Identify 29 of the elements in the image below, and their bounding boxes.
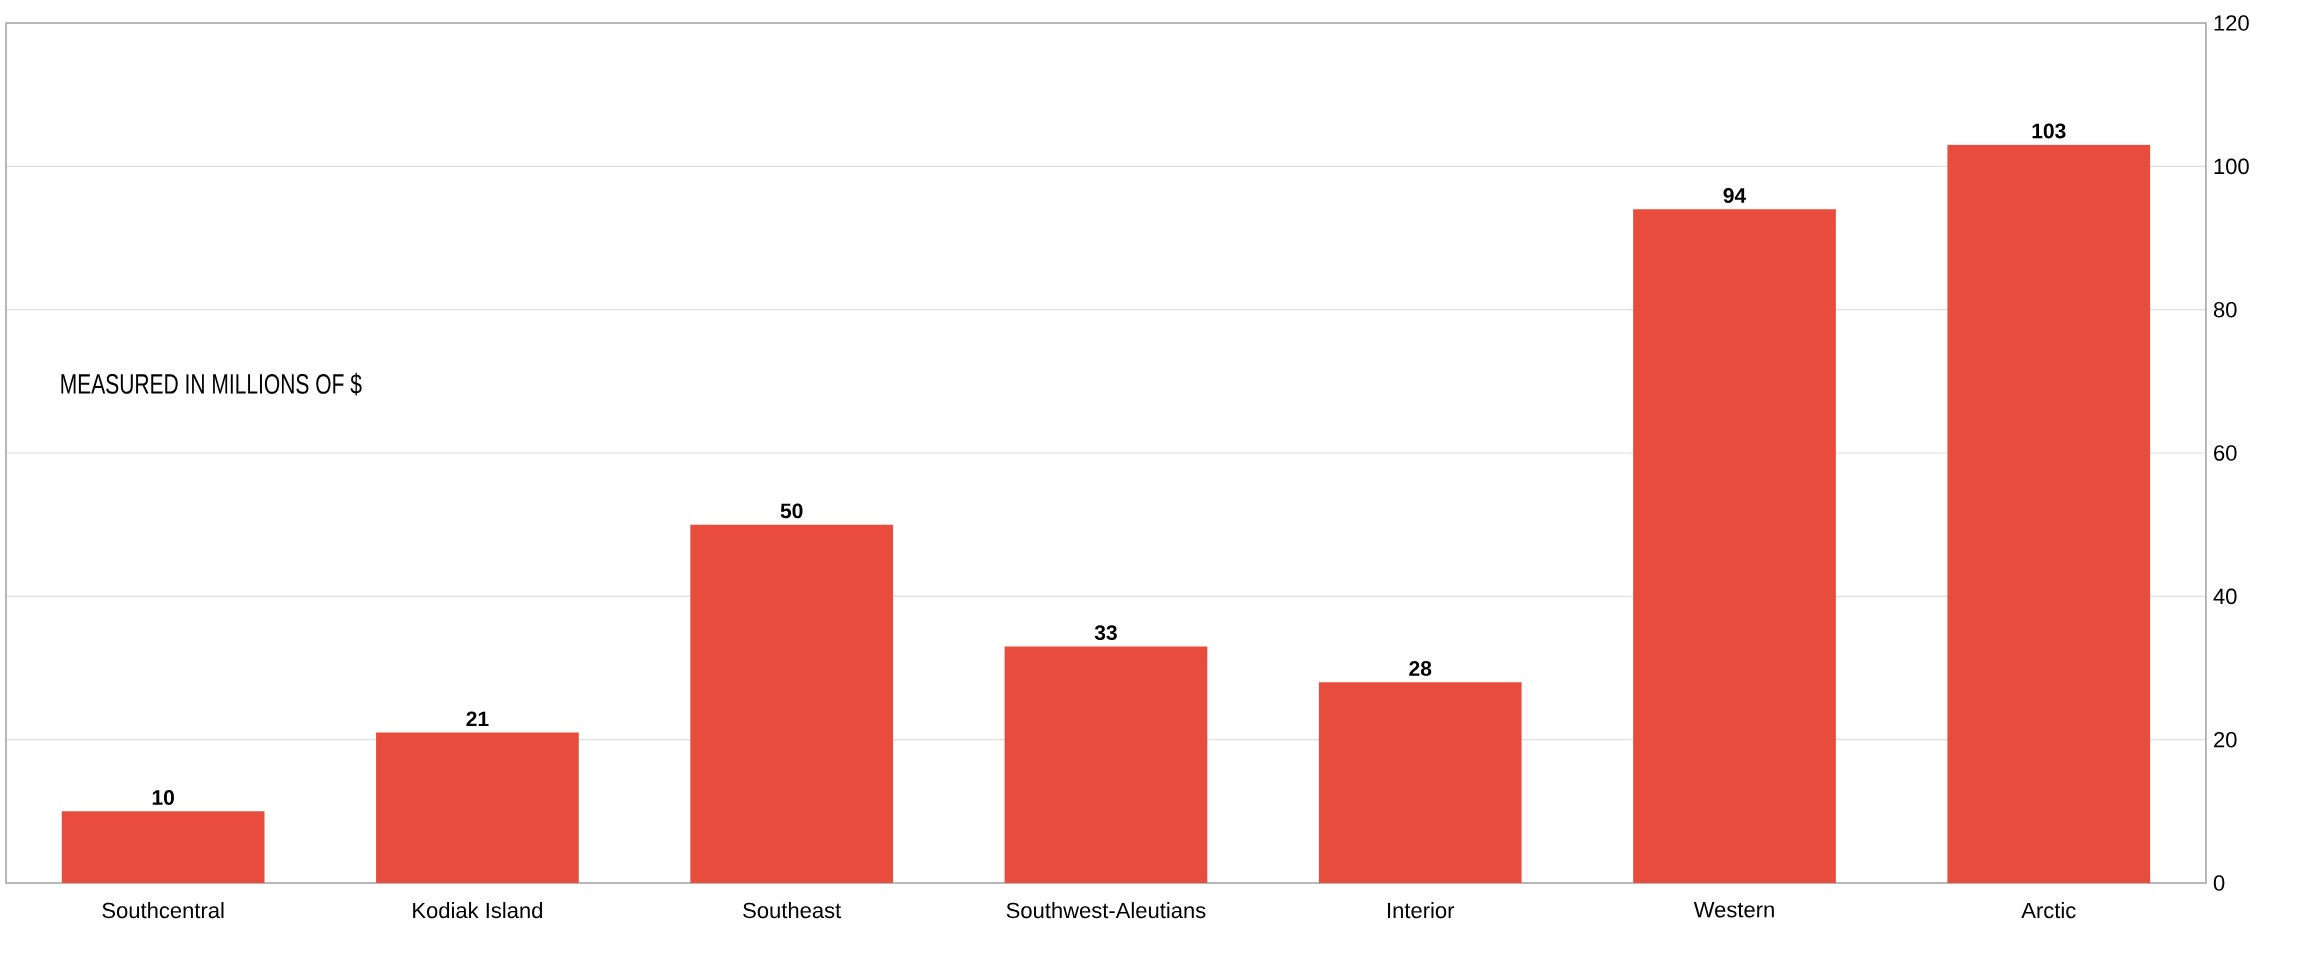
- y-tick-label: 120: [2214, 15, 2249, 31]
- bar: [1633, 209, 1836, 883]
- x-tick-label: Kodiak Island: [413, 902, 543, 919]
- data-label: 94: [1723, 188, 1747, 203]
- x-tick-label: Interior: [1388, 902, 1455, 919]
- data-label: 103: [2032, 123, 2066, 139]
- x-tick-label: Western: [1693, 902, 1774, 918]
- x-tick-label: Southeast: [743, 902, 842, 919]
- y-tick-label: 0: [2213, 875, 2225, 891]
- x-tick-label: Southwest-Aleutians: [1006, 902, 1206, 919]
- annotation: MEASURED IN MILLIONS OF $: [61, 372, 362, 396]
- y-tick-label: 80: [2213, 301, 2237, 318]
- y-tick-label: 100: [2214, 158, 2249, 175]
- bar: [1318, 682, 1522, 883]
- y-tick-label: 60: [2214, 445, 2237, 461]
- x-tick-label: Arctic: [2021, 902, 2076, 919]
- data-label: 33: [1094, 625, 1117, 641]
- bar: [376, 732, 579, 883]
- bar: [690, 524, 894, 883]
- y-tick-label: 40: [2213, 588, 2237, 605]
- data-label: 21: [466, 711, 489, 727]
- data-label: 50: [780, 503, 803, 519]
- bar: [61, 811, 265, 883]
- x-tick-label: Southcentral: [102, 902, 224, 919]
- data-label: 10: [152, 790, 174, 805]
- data-label: 28: [1409, 661, 1432, 676]
- bar: [1004, 646, 1208, 883]
- bar: [1947, 144, 2151, 883]
- y-tick-label: 20: [2214, 731, 2237, 748]
